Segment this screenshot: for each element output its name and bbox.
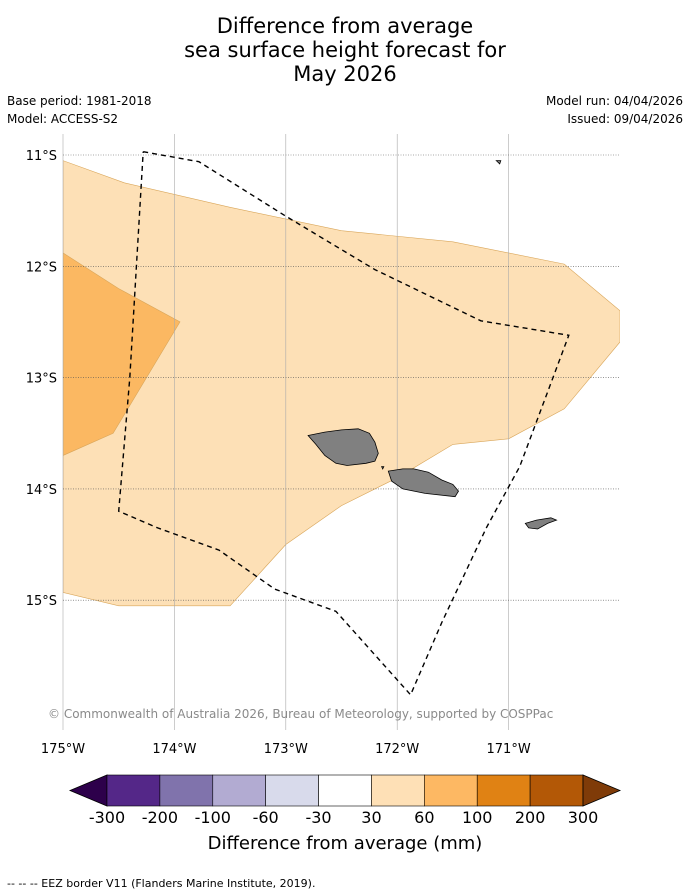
axis-labels: 11°S 12°S 13°S 14°S 15°S 175°W 174°W 173°W 172°W… [26, 149, 531, 757]
anomaly-layer [63, 160, 620, 607]
colorbar-box [529, 774, 584, 807]
colorbar-tick: -60 [252, 808, 279, 827]
eez-border-line [117, 151, 570, 697]
colorbar-box [159, 774, 214, 807]
colorbar [68, 774, 622, 807]
island-savai-i [307, 428, 379, 466]
model-run-text: Model run: 04/04/2026 [545, 94, 683, 108]
colorbar-tick: -200 [141, 808, 179, 827]
colorbar-tick: 200 [514, 808, 546, 827]
map-figure: 11°S 12°S 13°S 14°S 15°S 175°W 174°W 173°W 172°W… [26, 134, 622, 807]
lat-tick-label: 12°S [26, 260, 57, 275]
eez-border-note: -- -- -- EEZ border V11 (Flanders Marine… [7, 877, 316, 890]
lon-tick-label: 174°W [152, 742, 196, 757]
colorbar-low-extension [68, 774, 108, 807]
model-text: Model: ACCESS-S2 [7, 112, 119, 126]
colorbar-box [371, 774, 425, 807]
island-tutuila [524, 517, 558, 530]
colorbar-tick: -30 [305, 808, 332, 827]
lat-tick-label: 14°S [26, 483, 57, 498]
colorbar-tick: 60 [414, 808, 435, 827]
lat-tick-label: 11°S [26, 149, 57, 164]
lon-tick-label: 172°W [375, 742, 419, 757]
anomaly-region-2 [63, 252, 181, 456]
colorbar-tick: -300 [88, 808, 126, 827]
colorbar-box [318, 774, 372, 807]
colorbar-box [106, 774, 161, 807]
eez-layer [117, 151, 570, 697]
island-uvea [203, 737, 210, 744]
lat-tick-label: 13°S [26, 372, 57, 387]
island-swains-island [495, 160, 502, 165]
lon-tick-label: 171°W [487, 742, 531, 757]
title-line-1: Difference from average [216, 14, 474, 38]
island-upolu [387, 468, 459, 498]
title-line-2: sea surface height forecast for [184, 38, 506, 62]
graticule [62, 134, 620, 730]
colorbar-label: Difference from average (mm) [207, 833, 483, 854]
base-period-text: Base period: 1981-2018 [7, 94, 152, 108]
title-line-3: May 2026 [293, 62, 397, 86]
colorbar-box [424, 774, 478, 807]
lon-tick-label: 175°W [41, 742, 85, 757]
colorbar-tick: 100 [461, 808, 493, 827]
colorbar-high-extension [582, 774, 622, 807]
issued-text: Issued: 09/04/2026 [567, 112, 683, 126]
colorbar-tick: 300 [567, 808, 599, 827]
lat-tick-label: 15°S [26, 594, 57, 609]
colorbar-box [476, 774, 531, 807]
lon-tick-label: 173°W [264, 742, 308, 757]
chart-title: Difference from average sea surface heig… [0, 14, 690, 86]
copyright-text: © Commonwealth of Australia 2026, Bureau… [48, 707, 553, 721]
colorbar-box [212, 774, 266, 807]
colorbar-box [265, 774, 319, 807]
anomaly-region-1 [63, 160, 620, 607]
island-apolima [380, 466, 385, 470]
colorbar-tick: -100 [194, 808, 231, 827]
land-layer [203, 160, 558, 744]
colorbar-tick: 30 [361, 808, 382, 827]
